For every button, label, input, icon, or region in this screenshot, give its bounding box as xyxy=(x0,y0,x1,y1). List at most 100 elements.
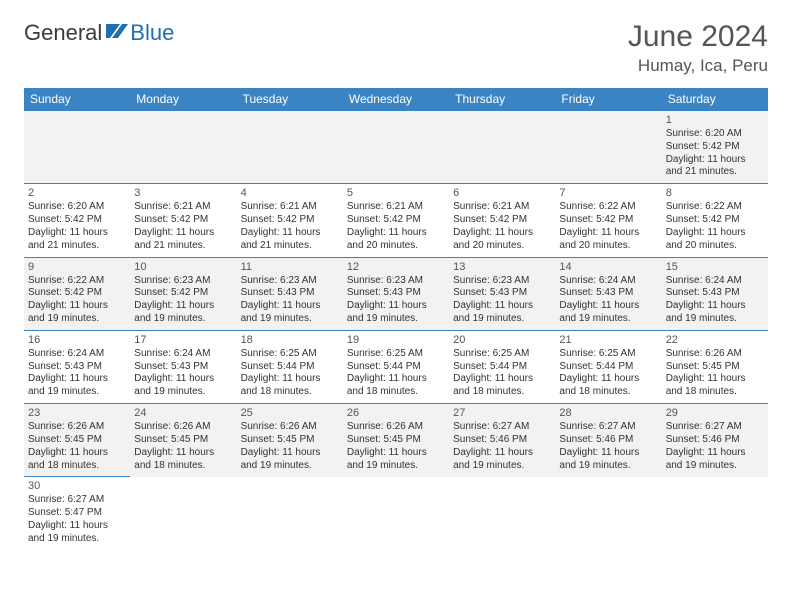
day1-text: Daylight: 11 hours xyxy=(28,300,126,313)
sunset-text: Sunset: 5:42 PM xyxy=(28,214,126,227)
day1-text: Daylight: 11 hours xyxy=(241,227,339,240)
sunrise-text: Sunrise: 6:22 AM xyxy=(666,201,764,214)
sunset-text: Sunset: 5:46 PM xyxy=(666,434,764,447)
sunset-text: Sunset: 5:44 PM xyxy=(241,361,339,374)
day1-text: Daylight: 11 hours xyxy=(241,300,339,313)
day2-text: and 19 minutes. xyxy=(559,460,657,473)
logo: General Blue xyxy=(24,20,174,46)
day2-text: and 18 minutes. xyxy=(453,386,551,399)
sunset-text: Sunset: 5:42 PM xyxy=(28,287,126,300)
day2-text: and 19 minutes. xyxy=(347,460,445,473)
day-number: 23 xyxy=(28,406,126,420)
day2-text: and 19 minutes. xyxy=(28,313,126,326)
day2-text: and 20 minutes. xyxy=(559,240,657,253)
sunset-text: Sunset: 5:42 PM xyxy=(666,141,764,154)
sunrise-text: Sunrise: 6:24 AM xyxy=(28,348,126,361)
day1-text: Daylight: 11 hours xyxy=(453,300,551,313)
sunrise-text: Sunrise: 6:27 AM xyxy=(666,421,764,434)
day-number: 12 xyxy=(347,260,445,274)
calendar-day-cell: 1Sunrise: 6:20 AMSunset: 5:42 PMDaylight… xyxy=(662,111,768,184)
sunrise-text: Sunrise: 6:23 AM xyxy=(453,275,551,288)
calendar-day-cell: 17Sunrise: 6:24 AMSunset: 5:43 PMDayligh… xyxy=(130,330,236,403)
day-number: 19 xyxy=(347,333,445,347)
calendar-day-cell: 12Sunrise: 6:23 AMSunset: 5:43 PMDayligh… xyxy=(343,257,449,330)
calendar-day-cell: 30Sunrise: 6:27 AMSunset: 5:47 PMDayligh… xyxy=(24,477,130,550)
weekday-header: Sunday xyxy=(24,88,130,111)
calendar-day-cell xyxy=(449,477,555,550)
day-number: 1 xyxy=(666,113,764,127)
calendar-day-cell xyxy=(24,111,130,184)
day2-text: and 19 minutes. xyxy=(453,460,551,473)
sunset-text: Sunset: 5:43 PM xyxy=(666,287,764,300)
day-number: 11 xyxy=(241,260,339,274)
day-number: 8 xyxy=(666,186,764,200)
calendar-day-cell: 22Sunrise: 6:26 AMSunset: 5:45 PMDayligh… xyxy=(662,330,768,403)
calendar-week-row: 2Sunrise: 6:20 AMSunset: 5:42 PMDaylight… xyxy=(24,184,768,257)
sunset-text: Sunset: 5:45 PM xyxy=(241,434,339,447)
calendar-week-row: 9Sunrise: 6:22 AMSunset: 5:42 PMDaylight… xyxy=(24,257,768,330)
day2-text: and 19 minutes. xyxy=(559,313,657,326)
day-number: 13 xyxy=(453,260,551,274)
calendar-day-cell: 5Sunrise: 6:21 AMSunset: 5:42 PMDaylight… xyxy=(343,184,449,257)
calendar-day-cell xyxy=(449,111,555,184)
day-number: 29 xyxy=(666,406,764,420)
day1-text: Daylight: 11 hours xyxy=(453,373,551,386)
sunrise-text: Sunrise: 6:23 AM xyxy=(347,275,445,288)
sunset-text: Sunset: 5:42 PM xyxy=(453,214,551,227)
weekday-header: Wednesday xyxy=(343,88,449,111)
day1-text: Daylight: 11 hours xyxy=(666,447,764,460)
day-number: 3 xyxy=(134,186,232,200)
day1-text: Daylight: 11 hours xyxy=(453,447,551,460)
calendar-day-cell: 23Sunrise: 6:26 AMSunset: 5:45 PMDayligh… xyxy=(24,404,130,477)
calendar-day-cell: 10Sunrise: 6:23 AMSunset: 5:42 PMDayligh… xyxy=(130,257,236,330)
day2-text: and 21 minutes. xyxy=(666,166,764,179)
sunset-text: Sunset: 5:46 PM xyxy=(453,434,551,447)
day1-text: Daylight: 11 hours xyxy=(28,447,126,460)
day-number: 21 xyxy=(559,333,657,347)
day1-text: Daylight: 11 hours xyxy=(134,373,232,386)
day2-text: and 20 minutes. xyxy=(666,240,764,253)
day-number: 5 xyxy=(347,186,445,200)
day1-text: Daylight: 11 hours xyxy=(134,227,232,240)
sunrise-text: Sunrise: 6:21 AM xyxy=(241,201,339,214)
sunrise-text: Sunrise: 6:26 AM xyxy=(347,421,445,434)
sunrise-text: Sunrise: 6:24 AM xyxy=(134,348,232,361)
logo-flag-icon xyxy=(106,20,128,46)
day2-text: and 21 minutes. xyxy=(241,240,339,253)
logo-text-blue: Blue xyxy=(130,20,174,46)
day2-text: and 18 minutes. xyxy=(134,460,232,473)
weekday-header: Friday xyxy=(555,88,661,111)
day1-text: Daylight: 11 hours xyxy=(241,447,339,460)
day2-text: and 20 minutes. xyxy=(453,240,551,253)
day1-text: Daylight: 11 hours xyxy=(559,227,657,240)
day-number: 14 xyxy=(559,260,657,274)
day1-text: Daylight: 11 hours xyxy=(134,447,232,460)
day2-text: and 19 minutes. xyxy=(134,313,232,326)
sunset-text: Sunset: 5:44 PM xyxy=(453,361,551,374)
sunset-text: Sunset: 5:43 PM xyxy=(241,287,339,300)
sunset-text: Sunset: 5:45 PM xyxy=(134,434,232,447)
day2-text: and 19 minutes. xyxy=(28,386,126,399)
day2-text: and 20 minutes. xyxy=(347,240,445,253)
day2-text: and 19 minutes. xyxy=(666,313,764,326)
title-block: June 2024 Humay, Ica, Peru xyxy=(628,20,768,76)
calendar-day-cell xyxy=(343,477,449,550)
sunrise-text: Sunrise: 6:21 AM xyxy=(347,201,445,214)
weekday-header: Thursday xyxy=(449,88,555,111)
sunset-text: Sunset: 5:42 PM xyxy=(559,214,657,227)
calendar-day-cell xyxy=(237,111,343,184)
day-number: 18 xyxy=(241,333,339,347)
day-number: 22 xyxy=(666,333,764,347)
calendar-day-cell: 29Sunrise: 6:27 AMSunset: 5:46 PMDayligh… xyxy=(662,404,768,477)
calendar-day-cell xyxy=(237,477,343,550)
page-title: June 2024 xyxy=(628,20,768,54)
sunrise-text: Sunrise: 6:23 AM xyxy=(134,275,232,288)
calendar-day-cell: 4Sunrise: 6:21 AMSunset: 5:42 PMDaylight… xyxy=(237,184,343,257)
sunrise-text: Sunrise: 6:25 AM xyxy=(241,348,339,361)
calendar-day-cell: 13Sunrise: 6:23 AMSunset: 5:43 PMDayligh… xyxy=(449,257,555,330)
day2-text: and 19 minutes. xyxy=(453,313,551,326)
day-number: 16 xyxy=(28,333,126,347)
calendar-day-cell: 11Sunrise: 6:23 AMSunset: 5:43 PMDayligh… xyxy=(237,257,343,330)
sunset-text: Sunset: 5:43 PM xyxy=(559,287,657,300)
day2-text: and 19 minutes. xyxy=(241,460,339,473)
